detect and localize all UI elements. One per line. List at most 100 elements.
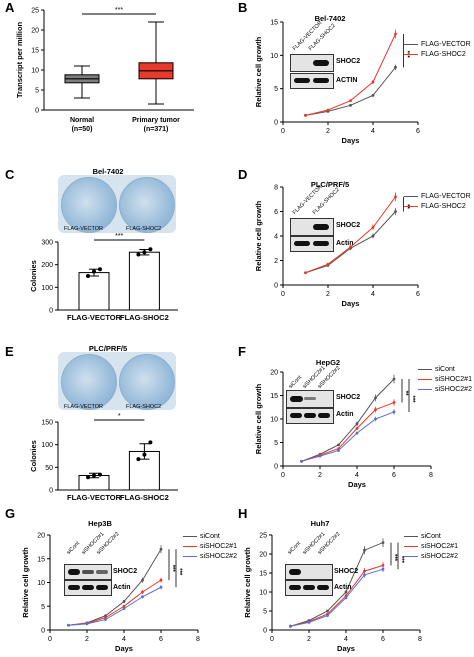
y-tick-label: 20	[270, 370, 278, 377]
growth-chart-f: 0 5 10 15 20 0 2 4 6 8 Relative cell growth Days ***…	[254, 370, 433, 490]
data-point	[142, 452, 147, 457]
colony-dishes-c	[58, 175, 176, 233]
y-tick-label: 8	[274, 185, 278, 192]
x-axis-label: Days	[115, 644, 133, 653]
category-n-label: (n=50)	[72, 126, 93, 133]
x-tick-label: 4	[122, 636, 126, 643]
blot-row-label: ACTIN	[336, 77, 358, 84]
x-tick-label: 8	[429, 472, 433, 479]
x-tick-label: 2	[318, 472, 322, 479]
significance-label: ***	[391, 554, 397, 562]
x-tick-label: 6	[159, 636, 163, 643]
y-tick-label: 15	[259, 571, 267, 578]
box-plot-a: 0 5 10 15 20 25 Transcript per million Normal (n…	[15, 7, 194, 133]
x-tick-label: 6	[381, 636, 385, 643]
legend-g-sicont: siCont	[200, 532, 220, 540]
y-tick-label: 25	[31, 8, 39, 15]
y-tick-label: 10	[259, 590, 267, 597]
x-tick-label: 0	[270, 636, 274, 643]
data-point	[136, 252, 141, 257]
category-label: FLAG-VECTOR	[67, 493, 122, 502]
y-tick-label: 6	[274, 209, 278, 216]
y-tick-label: 20	[37, 533, 45, 540]
y-tick-label: 5	[35, 88, 39, 95]
y-tick-label: 2	[274, 258, 278, 265]
category-label: Normal	[70, 117, 94, 124]
y-axis-label: Relative cell growth	[254, 200, 263, 271]
y-tick-label: 10	[270, 53, 278, 60]
legend-g-si1: siSHOC2#1	[200, 542, 237, 550]
growth-chart-b: 0 5 10 15 0 2 4 6 Relative cell growth Days ***	[254, 20, 420, 146]
significance-label: ***	[176, 568, 182, 576]
data-point	[92, 269, 96, 274]
blot-row-label: Actin	[334, 584, 352, 591]
panel-label-e: E	[5, 344, 14, 359]
legend-f-si1: siSHOC2#1	[435, 375, 472, 383]
colony-dish	[119, 354, 175, 410]
y-tick-label: 15	[31, 48, 39, 55]
x-tick-label: 0	[48, 636, 52, 643]
blot-row-label: SHOC2	[334, 568, 359, 575]
y-tick-label: 0	[49, 308, 53, 315]
legend-b: FLAG-VECTOR FLAG-SHOC2	[404, 39, 471, 59]
series-line	[301, 378, 395, 462]
x-axis-label: Days	[337, 644, 355, 653]
blot-row-label: SHOC2	[336, 222, 361, 229]
data-point	[86, 274, 90, 278]
panel-c-title: Bel-7402	[92, 167, 124, 176]
data-point	[98, 472, 102, 477]
legend-h-si1: siSHOC2#1	[421, 542, 458, 550]
x-tick-label: 2	[326, 128, 330, 135]
blot-row-label: SHOC2	[336, 394, 361, 401]
data-point	[92, 473, 96, 478]
y-tick-label: 0	[49, 488, 53, 495]
y-tick-label: 10	[31, 68, 39, 75]
x-tick-label: 8	[196, 636, 200, 643]
panel-d-title: PLC/PRF/5	[310, 180, 350, 189]
y-tick-label: 4	[274, 234, 278, 241]
y-tick-label: 10	[270, 417, 278, 424]
y-tick-label: 0	[274, 120, 278, 127]
y-tick-label: 5	[274, 440, 278, 447]
x-axis-label: Days	[342, 299, 360, 308]
legend-b-vector: FLAG-VECTOR	[421, 40, 471, 48]
y-tick-label: 5	[274, 86, 278, 93]
colony-dish	[61, 354, 117, 410]
x-tick-label: 6	[416, 291, 420, 298]
y-tick-label: 150	[41, 420, 53, 427]
panel-label-g: G	[5, 506, 16, 521]
dish-label: FLAG-VECTOR	[64, 404, 104, 410]
blot-row-label: Actin	[336, 240, 354, 247]
legend-g-si2: siSHOC2#2	[200, 552, 237, 560]
blot-row-label: SHOC2	[336, 58, 361, 65]
panel-h-title: Huh7	[310, 519, 330, 528]
colony-bar-chart-e: 0 50 100 150 Colonies FLAG-VECTOR FLAG-SHOC2 *	[29, 413, 178, 502]
y-axis-label: Relative cell growth	[254, 383, 263, 454]
y-axis-label: Colonies	[29, 260, 38, 292]
y-tick-label: 5	[263, 609, 267, 616]
panel-b-title: Bel-7402	[314, 14, 346, 23]
panel-f-title: HepG2	[315, 358, 341, 367]
panel-label-h: H	[238, 506, 248, 521]
y-tick-label: 0	[35, 108, 39, 115]
data-point	[148, 247, 153, 252]
y-tick-label: 0	[41, 628, 45, 635]
data-point	[86, 475, 90, 480]
series-line	[68, 586, 162, 626]
panel-label-b: B	[238, 0, 248, 15]
colony-dish	[61, 177, 117, 233]
y-axis-label: Relative cell growth	[21, 547, 30, 618]
x-tick-label: 0	[281, 128, 285, 135]
x-tick-label: 2	[85, 636, 89, 643]
significance-label: ***	[404, 51, 410, 59]
x-tick-label: 6	[392, 472, 396, 479]
significance-label: *	[118, 413, 121, 420]
significance-label: ***	[115, 233, 123, 240]
category-n-label: (n=371)	[144, 126, 169, 133]
x-tick-label: 4	[344, 636, 348, 643]
y-tick-label: 20	[259, 552, 267, 559]
y-axis-label: Transcript per million	[15, 21, 24, 98]
y-axis-label: Colonies	[29, 440, 38, 472]
legend-d-vector: FLAG-VECTOR	[421, 192, 471, 200]
